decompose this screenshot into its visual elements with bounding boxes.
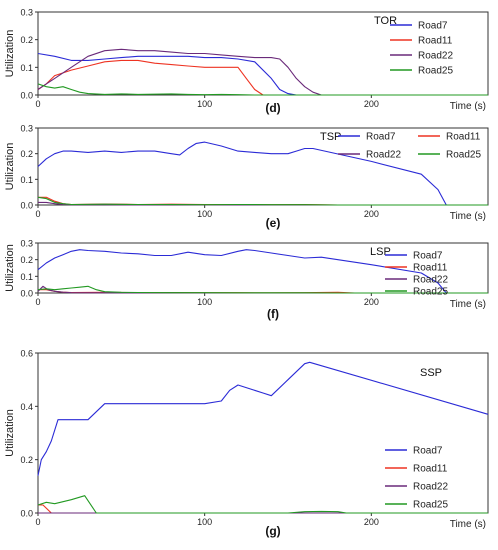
- y-tick-label: 0.2: [20, 35, 33, 45]
- legend-label: Road22: [366, 150, 401, 161]
- legend-label: Road11: [413, 263, 448, 274]
- y-tick-label: 0.4: [20, 402, 33, 412]
- x-tick-label: 200: [364, 209, 379, 219]
- series-line-road25: [37, 196, 488, 206]
- y-axis-label: Utilization: [4, 30, 16, 78]
- legend-label: Road25: [418, 66, 453, 77]
- y-tick-label: 0.2: [20, 455, 33, 465]
- x-tick-label: 200: [364, 517, 379, 527]
- legend-label: Road22: [418, 51, 453, 62]
- legend-label: Road22: [413, 275, 448, 286]
- chart-panel: 0.0 0.2 0.4 0.6 0 100 200 Utilization Time (s) SS…: [4, 349, 489, 538]
- x-axis-label: Time (s): [450, 519, 486, 530]
- y-tick-label: 0.2: [20, 149, 33, 159]
- series-line-road7: [37, 249, 488, 294]
- x-axis-label: Time (s): [450, 299, 486, 310]
- y-tick-label: 0.3: [20, 8, 33, 18]
- plot-frame: [37, 127, 489, 206]
- y-tick-label: 0.3: [20, 239, 33, 249]
- panel-caption: (d): [265, 101, 280, 115]
- x-tick-label: 0: [35, 517, 40, 527]
- x-tick-label: 200: [364, 99, 379, 109]
- legend-label: Road25: [413, 287, 448, 298]
- series-line-road22: [37, 48, 488, 96]
- x-axis-label: Time (s): [450, 101, 486, 112]
- x-tick-label: 0: [35, 209, 40, 219]
- panel-caption: (e): [266, 216, 281, 230]
- x-tick-label: 100: [197, 99, 212, 109]
- y-tick-label: 0.0: [20, 509, 33, 519]
- chart-panel: 0.0 0.1 0.2 0.3 0 100 200 Utilization Time (s) TS…: [4, 124, 489, 230]
- y-tick-label: 0.1: [20, 63, 33, 73]
- x-tick-label: 100: [197, 517, 212, 527]
- y-tick-label: 0.0: [20, 289, 33, 299]
- chart-title: LSP: [370, 246, 391, 258]
- legend-label: Road25: [446, 150, 481, 161]
- series-line-road7: [37, 141, 488, 206]
- x-tick-label: 100: [197, 297, 212, 307]
- legend-label: Road7: [413, 251, 443, 262]
- chart-title: TOR: [374, 15, 397, 27]
- y-axis-label: Utilization: [4, 143, 16, 191]
- series-line-road7: [37, 361, 489, 476]
- legend-label: Road11: [446, 132, 481, 143]
- y-axis-label: Utilization: [4, 409, 16, 457]
- legend-label: Road25: [413, 500, 448, 511]
- series-line-road25: [37, 285, 488, 294]
- x-tick-label: 0: [35, 297, 40, 307]
- legend-label: Road11: [413, 464, 448, 475]
- y-tick-label: 0.1: [20, 272, 33, 282]
- y-axis-label: Utilization: [4, 244, 16, 292]
- chart-panel: 0.0 0.1 0.2 0.3 0 100 200 Utilization Time (s) TO…: [4, 8, 489, 115]
- chart-title: TSP: [320, 131, 341, 143]
- y-tick-label: 0.0: [20, 91, 33, 101]
- legend-label: Road7: [413, 446, 443, 457]
- series-line-road11: [37, 59, 488, 96]
- x-tick-label: 200: [364, 297, 379, 307]
- series-line-road25: [37, 83, 488, 96]
- y-tick-label: 0.3: [20, 124, 33, 134]
- legend-label: Road11: [418, 36, 453, 47]
- legend-label: Road22: [413, 482, 448, 493]
- legend-label: Road7: [418, 21, 448, 32]
- legend-label: Road7: [366, 132, 396, 143]
- x-tick-label: 0: [35, 99, 40, 109]
- chart-title: SSP: [420, 367, 442, 379]
- series-line-road7: [37, 52, 488, 96]
- x-axis-label: Time (s): [450, 211, 486, 222]
- panel-caption: (f): [267, 307, 279, 321]
- series-line-road25: [37, 495, 488, 514]
- panel-caption: (g): [265, 524, 280, 538]
- y-tick-label: 0.1: [20, 175, 33, 185]
- chart-panel: 0.0 0.1 0.2 0.3 0 100 200 Utilization Time (s) LS…: [4, 239, 489, 321]
- y-tick-label: 0.0: [20, 201, 33, 211]
- y-tick-label: 0.2: [20, 255, 33, 265]
- x-tick-label: 100: [197, 209, 212, 219]
- y-tick-label: 0.6: [20, 349, 33, 359]
